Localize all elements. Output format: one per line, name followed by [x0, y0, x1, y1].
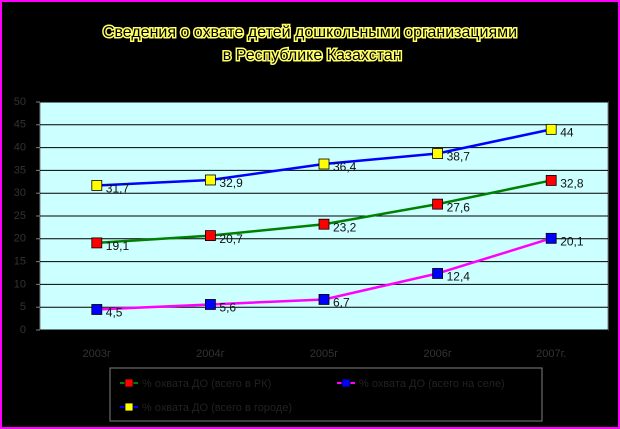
data-point: [545, 175, 557, 186]
data-point: [204, 174, 216, 186]
legend-marker: [124, 402, 134, 412]
data-label: 4,5: [106, 306, 123, 320]
chart-title: Сведения о охвате детей дошкольными орга…: [103, 24, 517, 64]
data-point: [545, 232, 557, 244]
y-tick-label: 0: [20, 324, 26, 336]
y-tick-label: 20: [14, 233, 26, 245]
y-tick-label: 30: [14, 187, 26, 199]
data-label: 12,4: [447, 270, 471, 284]
data-point: [432, 198, 444, 210]
data-label: 38,7: [447, 150, 471, 164]
legend-label: % охвата ДО (всего в РК): [142, 378, 271, 390]
y-tick-label: 40: [14, 142, 26, 154]
data-label: 19,1: [106, 239, 130, 253]
data-point: [432, 268, 444, 279]
y-tick-label: 25: [14, 210, 26, 222]
data-point: [204, 299, 216, 310]
data-point: [91, 237, 103, 249]
legend-marker: [341, 378, 351, 388]
data-label: 31,7: [106, 182, 130, 196]
data-point: [91, 304, 103, 315]
y-tick-label: 50: [14, 96, 26, 108]
data-label: 5,6: [219, 301, 236, 315]
data-label: 20,1: [560, 235, 584, 249]
y-tick-label: 45: [14, 119, 26, 131]
data-label: 44: [560, 126, 574, 140]
x-tick-label: 2007г.: [536, 348, 566, 360]
data-point: [432, 148, 444, 159]
data-label: 6,7: [333, 296, 350, 310]
data-label: 36,4: [333, 160, 357, 174]
legend-label: % охвата ДО (всего на селе): [359, 378, 505, 390]
y-tick-label: 35: [14, 164, 26, 176]
data-label: 27,6: [447, 200, 471, 214]
data-point: [545, 123, 557, 135]
data-label: 20,7: [219, 232, 243, 246]
y-tick-label: 15: [14, 256, 26, 268]
data-point: [318, 158, 330, 170]
data-label: 32,9: [219, 176, 243, 190]
data-point: [318, 218, 330, 230]
y-tick-label: 10: [14, 278, 26, 290]
x-tick-label: 2003г: [83, 348, 111, 360]
legend-marker: [124, 378, 134, 388]
x-tick-label: 2005г: [310, 348, 338, 360]
data-label: 32,8: [560, 177, 584, 191]
x-tick-label: 2004г: [196, 348, 224, 360]
y-tick-label: 5: [20, 301, 26, 313]
data-point: [318, 294, 330, 305]
data-label: 23,2: [333, 220, 357, 234]
legend-label: % охвата ДО (всего в городе): [142, 402, 292, 414]
data-point: [204, 230, 216, 242]
data-point: [91, 180, 103, 191]
x-tick-label: 2006г: [423, 348, 451, 360]
legend: [109, 367, 543, 422]
